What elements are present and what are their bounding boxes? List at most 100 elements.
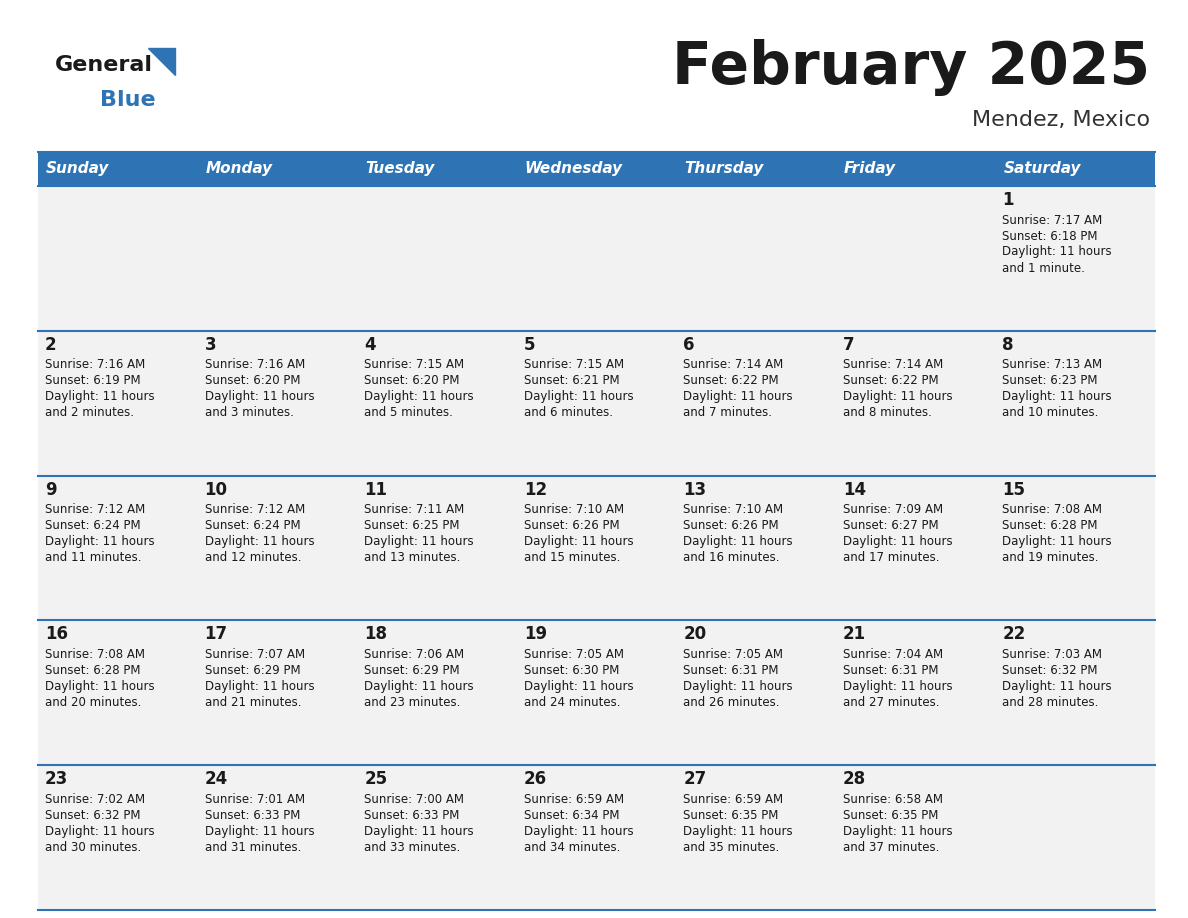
Text: 4: 4: [365, 336, 375, 353]
Text: Sunset: 6:23 PM: Sunset: 6:23 PM: [1003, 375, 1098, 387]
Text: and 34 minutes.: and 34 minutes.: [524, 841, 620, 854]
Text: Sunday: Sunday: [46, 162, 109, 176]
Text: and 37 minutes.: and 37 minutes.: [842, 841, 940, 854]
Text: Sunrise: 7:12 AM: Sunrise: 7:12 AM: [45, 503, 145, 516]
Text: and 8 minutes.: and 8 minutes.: [842, 407, 931, 420]
Text: Daylight: 11 hours: Daylight: 11 hours: [1003, 390, 1112, 403]
Text: Sunset: 6:20 PM: Sunset: 6:20 PM: [204, 375, 301, 387]
Text: Sunrise: 6:59 AM: Sunrise: 6:59 AM: [524, 793, 624, 806]
Text: Sunset: 6:31 PM: Sunset: 6:31 PM: [842, 664, 939, 677]
Text: Sunrise: 7:01 AM: Sunrise: 7:01 AM: [204, 793, 304, 806]
Text: 15: 15: [1003, 481, 1025, 498]
Text: Sunset: 6:29 PM: Sunset: 6:29 PM: [204, 664, 301, 677]
Text: Sunset: 6:33 PM: Sunset: 6:33 PM: [204, 809, 299, 822]
Text: Daylight: 11 hours: Daylight: 11 hours: [45, 390, 154, 403]
Text: Sunset: 6:21 PM: Sunset: 6:21 PM: [524, 375, 619, 387]
Text: Mendez, Mexico: Mendez, Mexico: [972, 110, 1150, 130]
Text: 9: 9: [45, 481, 57, 498]
Text: Sunrise: 6:58 AM: Sunrise: 6:58 AM: [842, 793, 943, 806]
Text: Saturday: Saturday: [1004, 162, 1081, 176]
Text: Daylight: 11 hours: Daylight: 11 hours: [524, 535, 633, 548]
Bar: [38, 152, 197, 186]
Text: Sunrise: 7:17 AM: Sunrise: 7:17 AM: [1003, 214, 1102, 227]
Text: Sunrise: 7:09 AM: Sunrise: 7:09 AM: [842, 503, 943, 516]
Text: Daylight: 11 hours: Daylight: 11 hours: [842, 390, 953, 403]
Text: and 11 minutes.: and 11 minutes.: [45, 551, 141, 564]
Text: Sunset: 6:28 PM: Sunset: 6:28 PM: [1003, 519, 1098, 532]
Text: Sunset: 6:22 PM: Sunset: 6:22 PM: [842, 375, 939, 387]
Text: 24: 24: [204, 770, 228, 789]
Text: 12: 12: [524, 481, 546, 498]
Text: Daylight: 11 hours: Daylight: 11 hours: [365, 390, 474, 403]
Text: and 19 minutes.: and 19 minutes.: [1003, 551, 1099, 564]
Text: and 33 minutes.: and 33 minutes.: [365, 841, 461, 854]
Text: Sunrise: 7:16 AM: Sunrise: 7:16 AM: [204, 358, 305, 371]
Text: and 2 minutes.: and 2 minutes.: [45, 407, 134, 420]
Text: Tuesday: Tuesday: [365, 162, 435, 176]
Text: Sunset: 6:31 PM: Sunset: 6:31 PM: [683, 664, 779, 677]
Text: 8: 8: [1003, 336, 1013, 353]
Text: Sunset: 6:29 PM: Sunset: 6:29 PM: [365, 664, 460, 677]
Text: 25: 25: [365, 770, 387, 789]
Text: 21: 21: [842, 625, 866, 644]
Text: Sunrise: 7:05 AM: Sunrise: 7:05 AM: [683, 648, 783, 661]
Text: Sunrise: 7:07 AM: Sunrise: 7:07 AM: [204, 648, 304, 661]
Text: and 26 minutes.: and 26 minutes.: [683, 696, 779, 709]
Text: 2: 2: [45, 336, 57, 353]
Text: and 30 minutes.: and 30 minutes.: [45, 841, 141, 854]
Text: Sunrise: 7:00 AM: Sunrise: 7:00 AM: [365, 793, 465, 806]
Text: and 1 minute.: and 1 minute.: [1003, 262, 1086, 274]
Text: Daylight: 11 hours: Daylight: 11 hours: [45, 535, 154, 548]
Text: 16: 16: [45, 625, 68, 644]
Text: Sunset: 6:24 PM: Sunset: 6:24 PM: [204, 519, 301, 532]
Text: and 15 minutes.: and 15 minutes.: [524, 551, 620, 564]
Text: 23: 23: [45, 770, 68, 789]
Text: Wednesday: Wednesday: [525, 162, 623, 176]
Text: Daylight: 11 hours: Daylight: 11 hours: [365, 824, 474, 838]
Text: Daylight: 11 hours: Daylight: 11 hours: [1003, 680, 1112, 693]
Text: Daylight: 11 hours: Daylight: 11 hours: [365, 535, 474, 548]
Text: and 20 minutes.: and 20 minutes.: [45, 696, 141, 709]
Bar: [517, 152, 676, 186]
Text: and 28 minutes.: and 28 minutes.: [1003, 696, 1099, 709]
Text: 22: 22: [1003, 625, 1025, 644]
Text: and 13 minutes.: and 13 minutes.: [365, 551, 461, 564]
Text: Daylight: 11 hours: Daylight: 11 hours: [365, 680, 474, 693]
Text: General: General: [55, 55, 153, 75]
Text: 5: 5: [524, 336, 536, 353]
Text: Daylight: 11 hours: Daylight: 11 hours: [842, 680, 953, 693]
Bar: [38, 330, 1155, 476]
Text: 13: 13: [683, 481, 707, 498]
Text: Sunrise: 7:10 AM: Sunrise: 7:10 AM: [524, 503, 624, 516]
Text: Sunrise: 7:12 AM: Sunrise: 7:12 AM: [204, 503, 305, 516]
Text: Daylight: 11 hours: Daylight: 11 hours: [1003, 245, 1112, 259]
Text: Sunrise: 7:03 AM: Sunrise: 7:03 AM: [1003, 648, 1102, 661]
Text: Daylight: 11 hours: Daylight: 11 hours: [683, 824, 792, 838]
Bar: [38, 621, 1155, 766]
Text: Sunset: 6:27 PM: Sunset: 6:27 PM: [842, 519, 939, 532]
Text: Daylight: 11 hours: Daylight: 11 hours: [524, 680, 633, 693]
Text: and 12 minutes.: and 12 minutes.: [204, 551, 301, 564]
Text: and 35 minutes.: and 35 minutes.: [683, 841, 779, 854]
Text: Sunrise: 7:15 AM: Sunrise: 7:15 AM: [365, 358, 465, 371]
Text: Sunset: 6:26 PM: Sunset: 6:26 PM: [524, 519, 619, 532]
Text: 14: 14: [842, 481, 866, 498]
Text: Sunset: 6:28 PM: Sunset: 6:28 PM: [45, 664, 140, 677]
Bar: [197, 152, 358, 186]
Bar: [676, 152, 836, 186]
Text: Sunset: 6:25 PM: Sunset: 6:25 PM: [365, 519, 460, 532]
Text: Sunset: 6:32 PM: Sunset: 6:32 PM: [45, 809, 140, 822]
Text: Sunrise: 7:11 AM: Sunrise: 7:11 AM: [365, 503, 465, 516]
Bar: [836, 152, 996, 186]
Text: and 10 minutes.: and 10 minutes.: [1003, 407, 1099, 420]
Text: Sunrise: 7:10 AM: Sunrise: 7:10 AM: [683, 503, 783, 516]
Text: Sunrise: 7:05 AM: Sunrise: 7:05 AM: [524, 648, 624, 661]
Text: Daylight: 11 hours: Daylight: 11 hours: [683, 535, 792, 548]
Text: Sunrise: 7:08 AM: Sunrise: 7:08 AM: [1003, 503, 1102, 516]
Text: Daylight: 11 hours: Daylight: 11 hours: [204, 535, 314, 548]
Text: Sunset: 6:26 PM: Sunset: 6:26 PM: [683, 519, 779, 532]
Text: Daylight: 11 hours: Daylight: 11 hours: [683, 390, 792, 403]
Text: Sunset: 6:22 PM: Sunset: 6:22 PM: [683, 375, 779, 387]
Text: 18: 18: [365, 625, 387, 644]
Text: Sunset: 6:19 PM: Sunset: 6:19 PM: [45, 375, 140, 387]
